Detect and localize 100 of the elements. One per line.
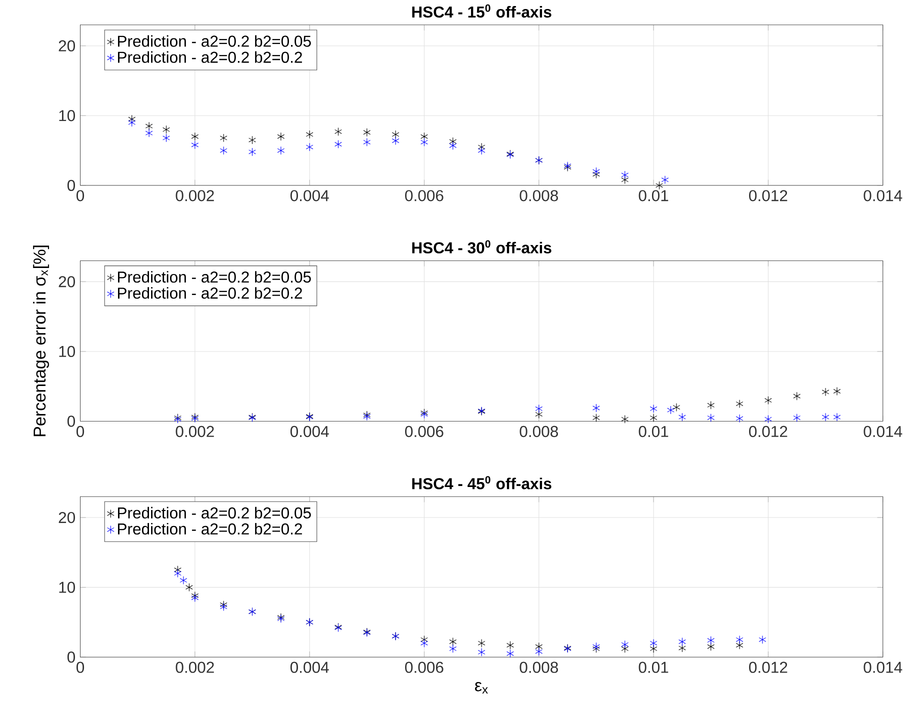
point [621,644,629,653]
point [478,639,486,648]
chart-title: HSC4 - 15$^{0}$ off-axis [412,4,552,18]
x-tick-label: 0.014 [864,426,902,438]
point [736,641,744,650]
point [248,148,256,156]
y-tick-label: 10 [59,110,76,122]
x-tick-label: 0.012 [749,662,788,673]
point [650,639,658,648]
point [793,414,801,422]
legend-label: Prediction - a2=0.2 b2=0.2 [118,523,302,535]
point [186,583,193,592]
y-tick-label: 0 [67,180,76,192]
point [736,636,744,644]
point [420,138,428,146]
point [758,636,766,644]
y-tick-label: 10 [59,346,76,358]
x-tick-label: 0 [76,190,84,202]
point [707,401,715,410]
point [650,404,658,413]
point [822,388,830,396]
point [707,414,715,422]
x-tick-label: 0.01 [638,426,668,438]
point [535,647,543,656]
point [306,142,314,152]
y-tick-label: 10 [59,582,76,593]
x-tick-label: 0.002 [176,190,214,202]
point [180,576,188,585]
point [220,146,228,155]
point [592,642,600,651]
point [363,138,371,146]
chart-title: HSC4 - 30$^{0}$ off-axis [412,240,552,254]
point [162,134,170,142]
point [621,170,629,180]
x-tick-label: 0.004 [290,190,329,202]
legend-label: Prediction - a2=0.2 b2=0.05 [118,507,311,519]
point [678,412,686,422]
point [672,403,680,412]
x-tick-label: 0.012 [749,426,788,438]
point [248,136,256,144]
point [535,410,543,419]
x-tick-label: 0.008 [520,190,558,202]
point [764,415,772,424]
legend-label: Prediction - a2=0.2 b2=0.05 [118,35,311,47]
x-tick-label: 0.01 [638,662,668,673]
chart-title: HSC4 - 45$^{0}$ off-axis [412,476,552,490]
point [478,146,486,155]
x-tick-label: 0.014 [864,662,902,673]
x-tick-label: 0.008 [520,426,558,438]
point [678,644,686,652]
x-tick-label: 0.008 [520,662,558,673]
point [392,136,400,146]
point [535,404,543,413]
point [191,132,199,141]
point [191,594,199,602]
point [363,128,371,137]
y-tick-label: 20 [58,40,76,52]
point [420,639,428,648]
point [833,412,841,422]
point [736,400,744,408]
point [621,640,629,649]
point [592,404,600,412]
point [392,130,400,139]
point [592,414,600,422]
y-tick-label: 20 [58,512,76,524]
legend-label: Prediction - a2=0.2 b2=0.2 [118,51,302,63]
x-tick-label: 0 [76,662,84,673]
point [220,134,228,142]
point [174,569,182,578]
point [277,146,285,155]
x-tick-label: 0.004 [290,662,329,673]
point [736,414,744,423]
point [145,128,153,138]
point [334,128,342,136]
point [833,387,841,396]
point [764,396,772,405]
y-tick-label: 0 [67,652,76,663]
x-tick-label: 0.01 [638,190,668,202]
point [793,392,801,400]
x-tick-label: 0.004 [290,426,329,438]
point [277,132,285,141]
point [621,415,629,424]
point [334,140,342,149]
point [449,638,457,646]
point [506,641,514,650]
point [449,644,457,653]
x-tick-label: 0.006 [405,426,444,438]
x-tick-label: 0.002 [176,426,214,438]
x-tick-label: 0.002 [176,662,214,673]
point [661,176,669,184]
point [650,644,658,653]
point [667,406,674,414]
y-axis-title: Percentage error in σ$_{x}$[%] [33,246,50,436]
point [162,125,170,134]
point [678,638,686,646]
x-tick-label: 0.012 [749,190,788,202]
x-axis-title: ε$_{x}$ [475,682,488,694]
y-tick-label: 0 [67,416,76,427]
point [306,130,314,139]
x-tick-label: 0.006 [405,662,444,673]
